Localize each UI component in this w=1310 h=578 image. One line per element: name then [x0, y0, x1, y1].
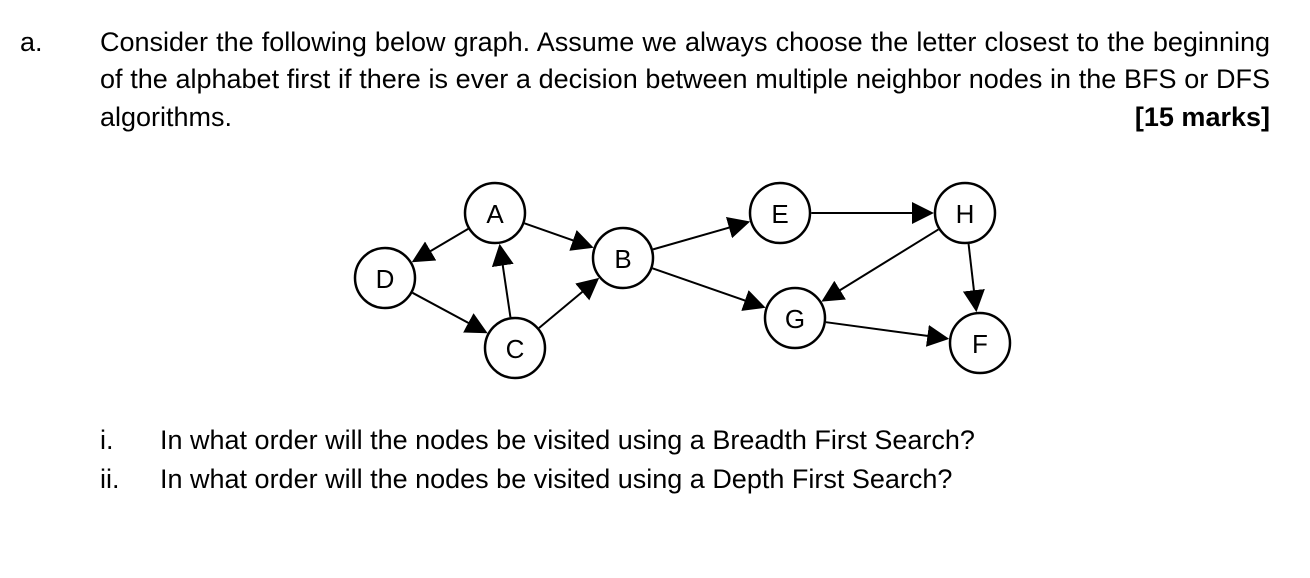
svg-text:A: A [486, 199, 504, 229]
subpart-text: In what order will the nodes be visited … [160, 422, 1270, 459]
svg-text:G: G [785, 304, 805, 334]
node-G: G [765, 288, 825, 348]
svg-text:E: E [771, 199, 788, 229]
subpart-ii: ii. In what order will the nodes be visi… [100, 461, 1270, 498]
svg-text:F: F [972, 329, 988, 359]
svg-text:H: H [956, 199, 975, 229]
node-D: D [355, 248, 415, 308]
node-A: A [465, 183, 525, 243]
subpart-text: In what order will the nodes be visited … [160, 461, 1270, 498]
prompt-text: Consider the following below graph. Assu… [100, 27, 1270, 132]
edge-C-A [500, 246, 511, 317]
svg-text:D: D [376, 264, 395, 294]
marks-label: [15 marks] [1135, 99, 1270, 136]
question-content: Consider the following below graph. Assu… [100, 24, 1270, 498]
node-H: H [935, 183, 995, 243]
edge-D-C [413, 293, 486, 332]
node-B: B [593, 228, 653, 288]
edge-G-F [826, 322, 947, 338]
graph-container: A B C D E F G H [100, 136, 1270, 414]
edge-C-B [539, 279, 597, 328]
edge-H-F [969, 244, 977, 310]
subpart-i: i. In what order will the nodes be visit… [100, 422, 1270, 459]
question-block: a. Consider the following below graph. A… [20, 24, 1270, 498]
svg-text:B: B [614, 244, 631, 274]
edge-H-G [823, 229, 938, 300]
node-C: C [485, 318, 545, 378]
svg-text:C: C [506, 334, 525, 364]
question-prompt: Consider the following below graph. Assu… [100, 24, 1270, 136]
question-label: a. [20, 24, 100, 61]
graph-diagram: A B C D E F G H [325, 158, 1045, 388]
edge-A-D [414, 229, 468, 261]
node-E: E [750, 183, 810, 243]
subpart-label: ii. [100, 461, 160, 498]
edge-B-G [653, 268, 764, 307]
subpart-label: i. [100, 422, 160, 459]
edge-A-B [524, 223, 591, 247]
subparts: i. In what order will the nodes be visit… [100, 414, 1270, 499]
node-F: F [950, 313, 1010, 373]
edge-B-E [653, 222, 748, 249]
